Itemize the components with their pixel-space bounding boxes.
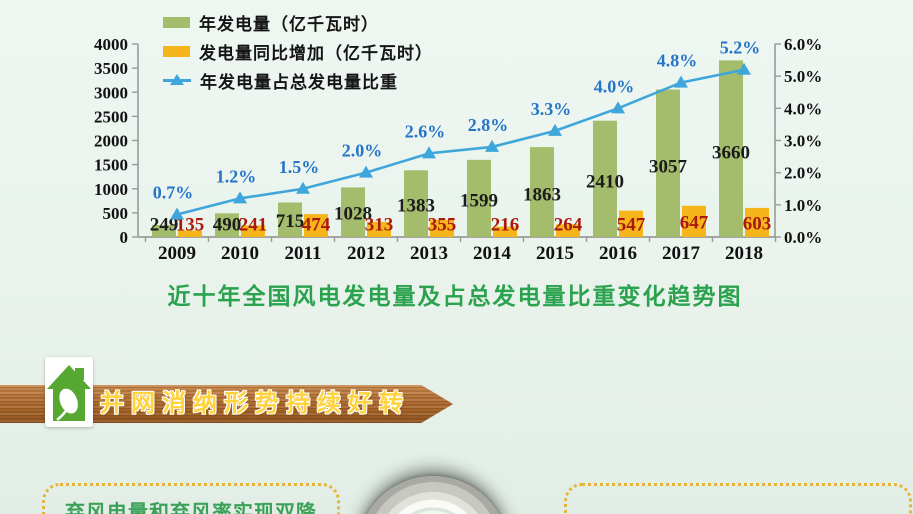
svg-text:5.0%: 5.0% [784,67,822,86]
svg-text:2014: 2014 [473,243,512,264]
house-leaf-icon [47,365,91,421]
callout-box-left [42,483,340,514]
y-axis-right-labels: 0.0% 1.0% 2.0% 3.0% 4.0% 5.0% 6.0% [775,35,822,247]
legend-label: 年发电量占总发电量比重 [200,72,398,92]
svg-text:4.0%: 4.0% [594,76,635,96]
svg-text:4.0%: 4.0% [784,99,822,118]
wind-power-combo-chart: 0 500 1000 1500 2000 2500 3000 3500 4000 0.0% 1.0%… [94,35,822,264]
svg-text:3660: 3660 [712,143,750,164]
svg-text:0.0%: 0.0% [784,228,822,247]
legend-label: 年发电量（亿千瓦时） [199,14,379,34]
svg-text:3.3%: 3.3% [531,99,572,119]
svg-text:490: 490 [213,215,242,236]
svg-text:1863: 1863 [523,184,561,205]
svg-text:2.8%: 2.8% [468,115,509,135]
svg-text:135: 135 [176,215,205,236]
svg-text:2410: 2410 [586,172,624,193]
svg-text:3057: 3057 [649,157,688,178]
svg-text:4.8%: 4.8% [657,51,698,71]
legend-label: 发电量同比增加（亿千瓦时） [199,43,433,63]
svg-text:1028: 1028 [334,204,372,225]
svg-text:647: 647 [680,213,709,234]
svg-text:249: 249 [150,215,179,236]
legend-line-swatch [163,73,191,87]
labels-share-of-total: 0.7% 1.2% 1.5% 2.0% 2.6% 2.8% 3.3% 4.0% 4.8% 5.2% [153,38,761,203]
svg-text:3.0%: 3.0% [784,132,822,151]
line-share-of-total [170,62,751,220]
svg-text:2500: 2500 [94,107,128,126]
y-axis-left-labels: 0 500 1000 1500 2000 2500 3000 3500 4000 [94,35,138,247]
svg-text:1599: 1599 [460,190,498,211]
plate-image [357,476,509,514]
callout-box-right [564,483,912,514]
svg-text:547: 547 [617,215,646,236]
legend-bar-swatch [163,16,190,28]
svg-text:1383: 1383 [397,195,435,216]
svg-text:3000: 3000 [94,83,128,102]
svg-text:2018: 2018 [725,243,763,264]
svg-text:0: 0 [120,228,129,247]
chart-legend: 年发电量（亿千瓦时） 发电量同比增加（亿千瓦时） 年发电量占总发电量比重 [163,11,433,92]
svg-text:2000: 2000 [94,132,128,151]
svg-text:355: 355 [428,215,457,236]
legend-item-0: 年发电量（亿千瓦时） [163,11,433,34]
svg-text:1000: 1000 [94,180,128,199]
x-axis-labels: 2009 2010 2011 2012 2013 2014 2015 2016 2017 2018 [144,237,777,264]
svg-text:2009: 2009 [158,243,196,264]
svg-text:2013: 2013 [410,243,448,264]
svg-text:1.0%: 1.0% [784,196,822,215]
svg-text:241: 241 [239,215,268,236]
svg-text:3500: 3500 [94,59,128,78]
svg-text:2012: 2012 [347,243,385,264]
svg-text:6.0%: 6.0% [784,35,822,54]
legend-item-1: 发电量同比增加（亿千瓦时） [163,40,433,63]
svg-text:0.7%: 0.7% [153,182,194,202]
svg-text:715: 715 [276,211,305,232]
svg-text:4000: 4000 [94,35,128,54]
svg-text:1500: 1500 [94,156,128,175]
svg-text:313: 313 [365,215,394,236]
svg-text:1.5%: 1.5% [279,157,320,177]
labels-yoy-increase: 135 241 474 313 355 216 264 547 647 603 [176,213,772,236]
svg-text:1.2%: 1.2% [216,166,257,186]
svg-text:2.0%: 2.0% [342,141,383,161]
svg-text:500: 500 [103,204,129,223]
svg-text:264: 264 [554,215,583,236]
legend-item-2: 年发电量占总发电量比重 [163,69,433,92]
house-tile [45,357,93,427]
svg-text:5.2%: 5.2% [720,38,761,58]
svg-text:603: 603 [743,214,772,235]
svg-text:2016: 2016 [599,243,637,264]
svg-text:2.0%: 2.0% [784,164,822,183]
svg-text:474: 474 [302,215,331,236]
bars-yoy-increase [178,205,769,237]
legend-bar-swatch [163,45,190,57]
svg-text:2017: 2017 [662,243,701,264]
svg-text:2015: 2015 [536,243,574,264]
labels-annual-generation: 249 490 715 1028 1383 1599 1863 2410 3057 3660 [150,143,750,236]
svg-text:216: 216 [491,215,520,236]
svg-text:2010: 2010 [221,243,259,264]
chart-title: 近十年全国风电发电量及占总发电量比重变化趋势图 [167,283,743,309]
svg-text:2011: 2011 [285,243,322,264]
callout-left-text: 弃风电量和弃风率实现双降 [65,502,317,514]
section-banner-label: 并网消纳形势持续好转 [100,390,410,417]
svg-text:2.6%: 2.6% [405,121,446,141]
bars-annual-generation [152,60,743,237]
